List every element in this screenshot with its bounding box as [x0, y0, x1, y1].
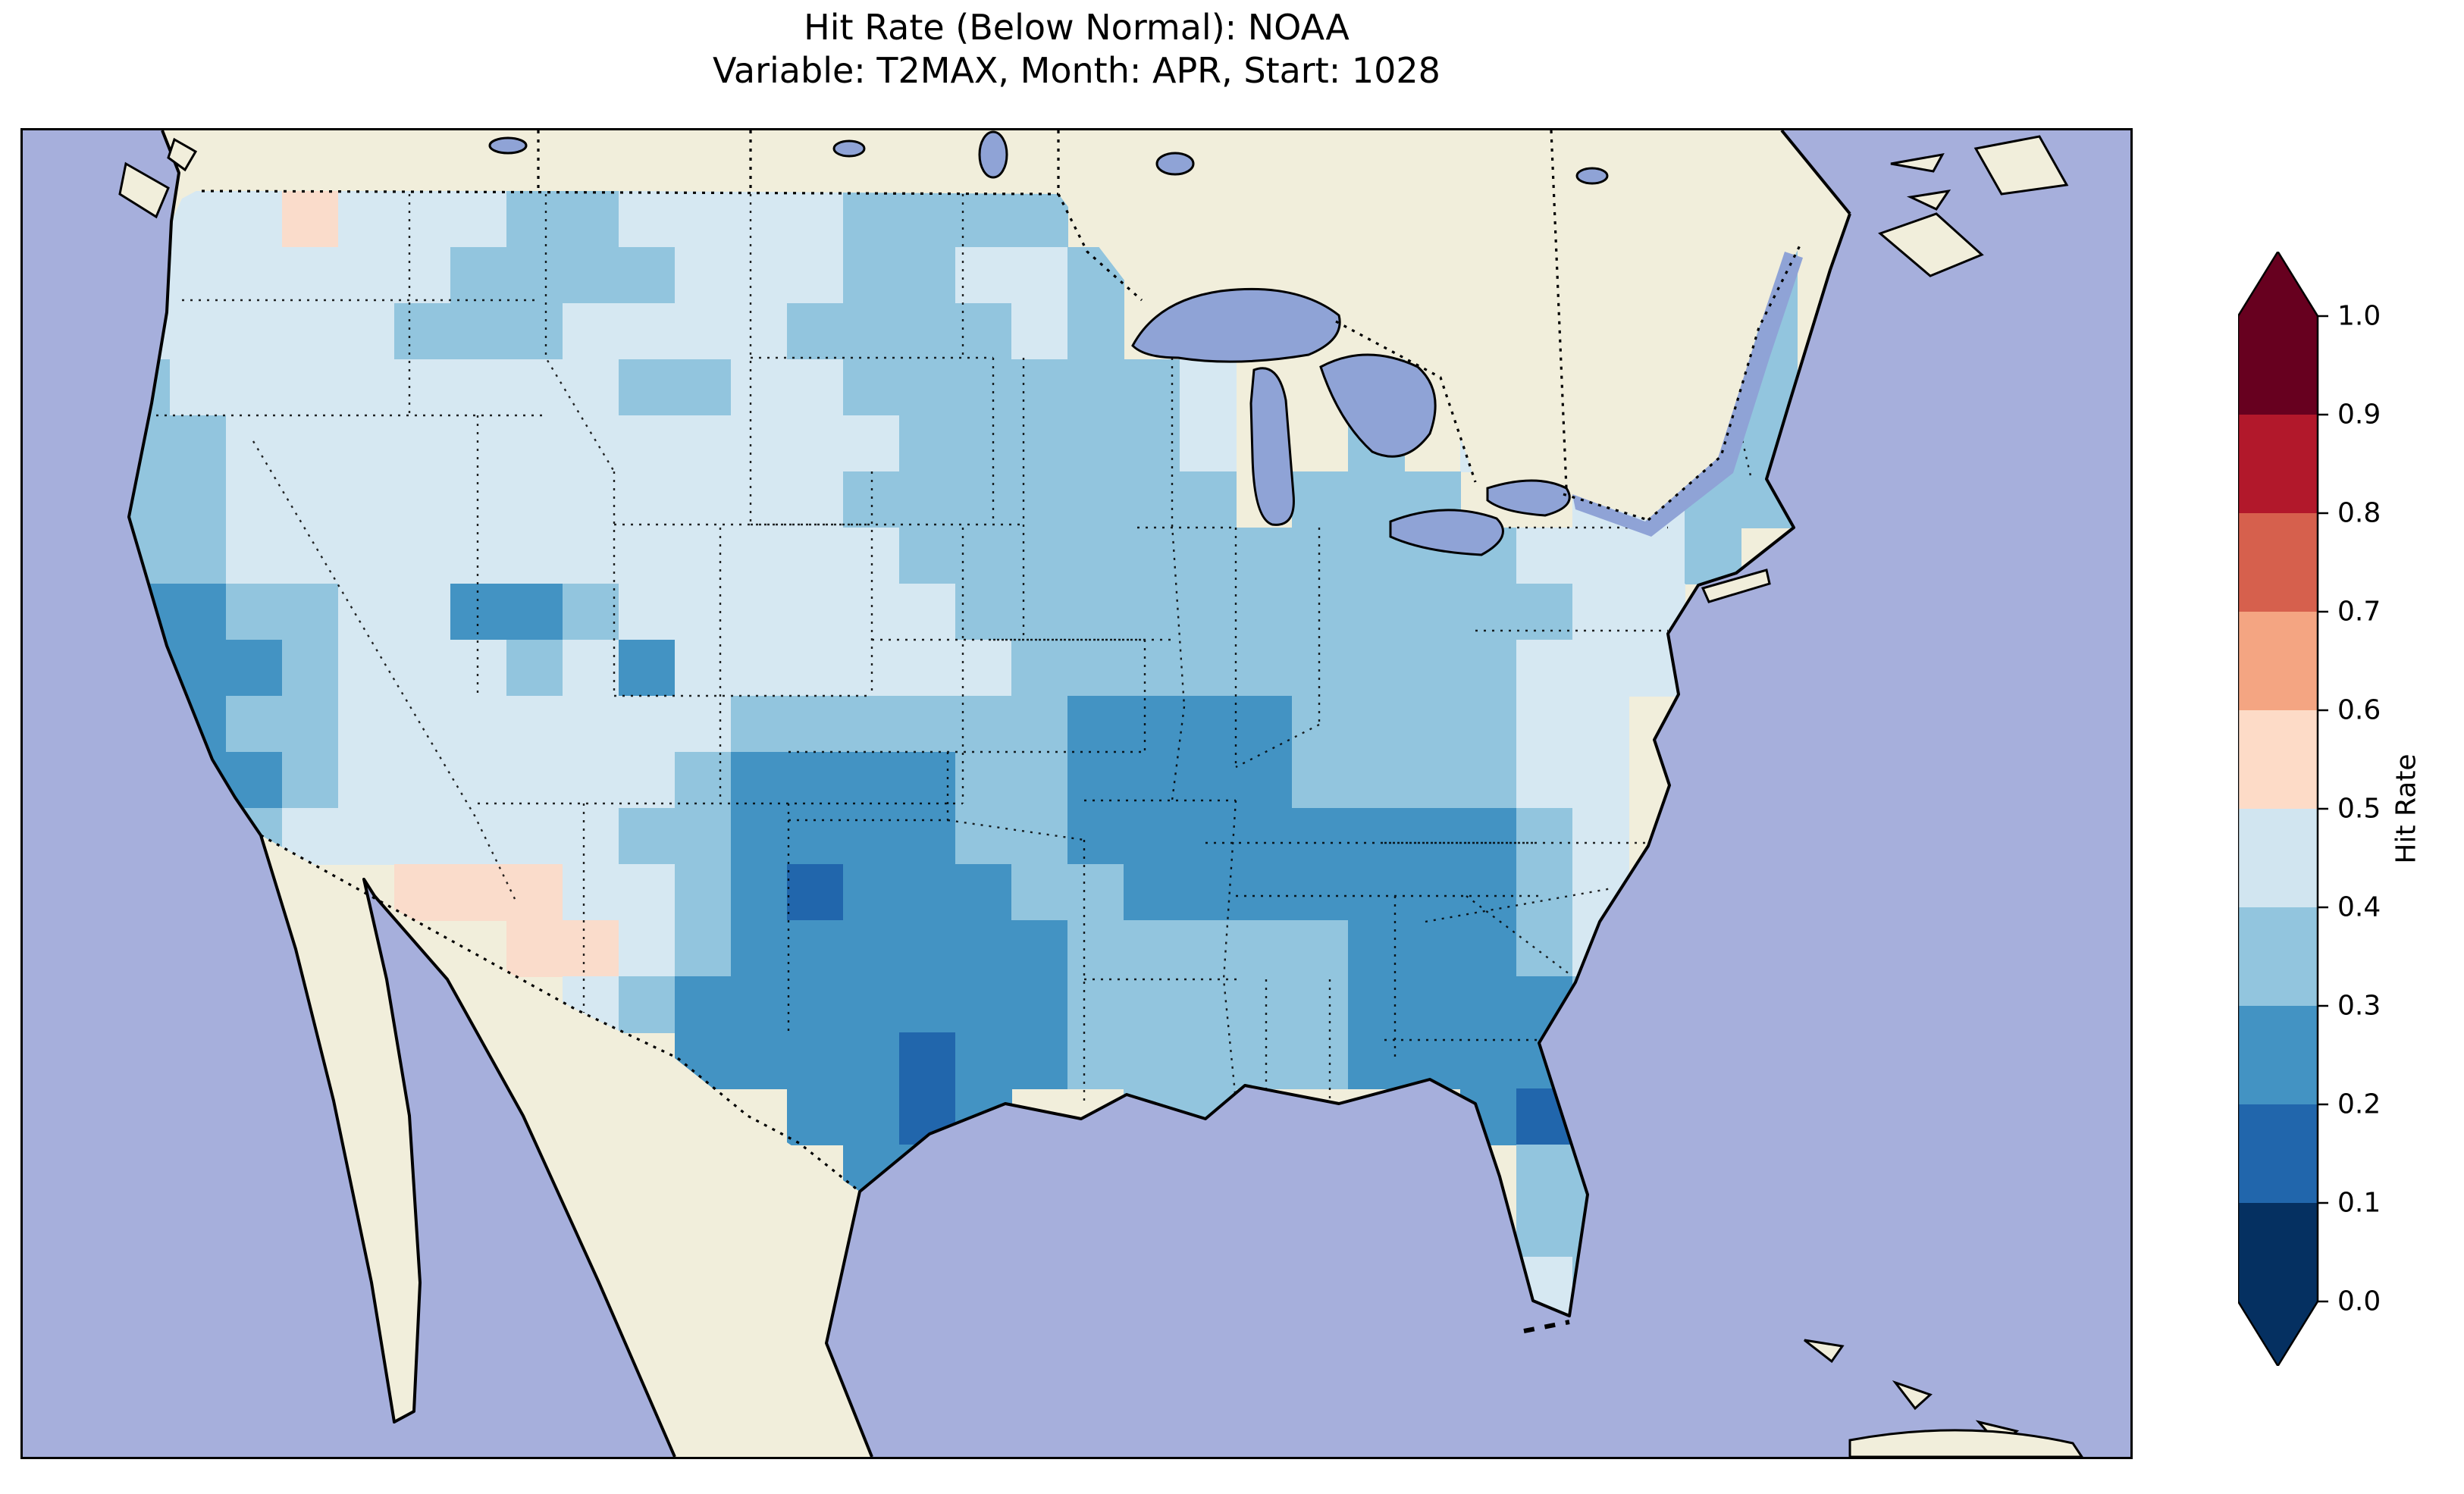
colorbar-svg: 1.0 0.9 0.8 0.7 0.6 0.5 0.4 0.3 0.2 0.1 0.0 [2238, 252, 2381, 1366]
us-mexico-border [260, 834, 861, 1193]
lake-superior [1131, 287, 1341, 363]
canada-province-borders [537, 130, 1568, 489]
colorbar-tick-label: 0.4 [2337, 892, 2381, 923]
colorbar-tick-label: 0.1 [2337, 1188, 2381, 1219]
colorbar-label: Hit Rate [2390, 753, 2422, 864]
lake-ontario [1486, 479, 1571, 517]
colorbar-tick-label: 0.7 [2337, 597, 2381, 628]
figure-title: Hit Rate (Below Normal): NOAA Variable: … [23, 6, 2130, 92]
state-borders [156, 194, 1753, 1101]
colorbar-tick-label: 0.5 [2337, 794, 2381, 825]
atlantic-gulf-coastline [825, 213, 1851, 1457]
florida-keys [1523, 1320, 1570, 1333]
lake-erie [1389, 509, 1504, 556]
colorbar-tick-label: 0.6 [2337, 695, 2381, 726]
canadian-lake [488, 136, 528, 155]
colorbar-tick-label: 1.0 [2337, 301, 2381, 332]
colorbar-tick-label: 0.8 [2337, 498, 2381, 529]
colorbar-extend-max-arrow [2238, 252, 2318, 316]
canadian-lake [832, 139, 866, 158]
vancouver-island [118, 161, 170, 219]
bahamas-island [1804, 1339, 1845, 1364]
colorbar-extend-min-arrow [2238, 1301, 2318, 1366]
colorbar-tick-label: 0.2 [2337, 1089, 2381, 1120]
colorbar-segments [2238, 316, 2318, 1302]
lake-michigan [1249, 367, 1295, 526]
pacific-coastline [127, 130, 676, 1457]
canadian-lake [1155, 152, 1195, 176]
colorbar-tick-label: 0.3 [2337, 991, 2381, 1022]
colorbar-tick-label: 0.0 [2337, 1286, 2381, 1317]
canadian-lake [1575, 167, 1609, 185]
st-lawrence-river [1572, 252, 1803, 537]
colorbar: 1.0 0.9 0.8 0.7 0.6 0.5 0.4 0.3 0.2 0.1 0.0 Hit Ra… [2238, 252, 2464, 1366]
islands [118, 135, 2083, 1457]
great-lakes [488, 130, 1609, 556]
nw-island [167, 137, 198, 172]
figure-title-line1: Hit Rate (Below Normal): NOAA [804, 7, 1350, 48]
us-canada-border [201, 189, 1801, 521]
long-island [1701, 568, 1771, 603]
figure-title-line2: Variable: T2MAX, Month: APR, Start: 1028 [713, 50, 1440, 92]
bahamas-island [1892, 1380, 1933, 1411]
country-borders [201, 130, 1801, 1193]
nova-scotia [1878, 212, 1984, 277]
newfoundland [1973, 135, 2069, 196]
map-panel [20, 128, 2133, 1459]
coastlines [127, 130, 1851, 1457]
colorbar-ticks: 1.0 0.9 0.8 0.7 0.6 0.5 0.4 0.3 0.2 0.1 0.0 [2318, 301, 2381, 1317]
canada-atlantic-coastline [1780, 130, 1851, 215]
lake-huron [1319, 353, 1437, 458]
canadian-lake [978, 130, 1008, 179]
us-hit-rate-map [23, 130, 2130, 1457]
colorbar-tick-label: 0.9 [2337, 399, 2381, 431]
prince-edward-island [1906, 189, 1951, 211]
anticosti-island [1890, 152, 1945, 173]
cuba [1848, 1429, 2083, 1457]
